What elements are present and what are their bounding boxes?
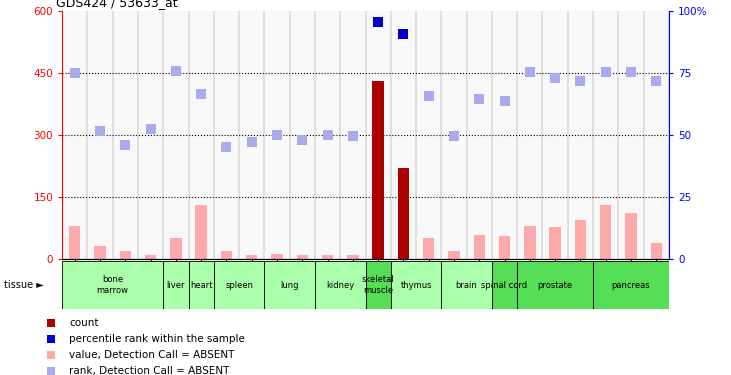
Bar	[322, 255, 333, 259]
Text: count: count	[69, 318, 99, 328]
Bar	[593, 261, 669, 309]
Bar	[492, 261, 518, 309]
Text: GDS424 / 53633_at: GDS424 / 53633_at	[56, 0, 178, 9]
Text: thymus: thymus	[401, 280, 432, 290]
Bar	[163, 261, 189, 309]
Text: lung: lung	[281, 280, 299, 290]
Bar	[448, 251, 460, 259]
Text: prostate: prostate	[537, 280, 572, 290]
Bar	[69, 226, 80, 259]
Text: tissue ►: tissue ►	[4, 280, 43, 290]
Bar	[347, 255, 358, 259]
Bar	[600, 205, 611, 259]
Bar	[442, 261, 492, 309]
Bar	[265, 261, 315, 309]
Bar	[62, 261, 163, 309]
Bar	[94, 246, 106, 259]
Bar	[221, 251, 232, 259]
Text: skeletal
muscle: skeletal muscle	[362, 275, 395, 295]
Text: rank, Detection Call = ABSENT: rank, Detection Call = ABSENT	[69, 366, 230, 375]
Text: brain: brain	[455, 280, 477, 290]
Bar	[315, 261, 366, 309]
Bar	[120, 251, 131, 259]
Bar	[391, 261, 442, 309]
Bar	[524, 226, 536, 259]
Text: bone
marrow: bone marrow	[96, 275, 129, 295]
Bar	[213, 261, 265, 309]
Bar	[550, 226, 561, 259]
Text: percentile rank within the sample: percentile rank within the sample	[69, 334, 246, 344]
Bar	[366, 261, 391, 309]
Text: heart: heart	[190, 280, 213, 290]
Text: value, Detection Call = ABSENT: value, Detection Call = ABSENT	[69, 350, 235, 360]
Bar	[499, 236, 510, 259]
Bar	[575, 220, 586, 259]
Bar	[651, 243, 662, 259]
Bar	[625, 213, 637, 259]
Bar	[474, 235, 485, 259]
Bar	[297, 255, 308, 259]
Text: spleen: spleen	[225, 280, 253, 290]
Bar	[271, 254, 283, 259]
Bar	[518, 261, 593, 309]
Text: liver: liver	[167, 280, 185, 290]
Bar	[373, 81, 384, 259]
Text: pancreas: pancreas	[612, 280, 651, 290]
Bar	[246, 255, 257, 259]
Bar	[423, 238, 434, 259]
Bar	[398, 168, 409, 259]
Bar	[189, 261, 213, 309]
Bar	[170, 238, 181, 259]
Bar	[145, 255, 156, 259]
Text: spinal cord: spinal cord	[482, 280, 528, 290]
Bar	[195, 205, 207, 259]
Text: kidney: kidney	[326, 280, 355, 290]
